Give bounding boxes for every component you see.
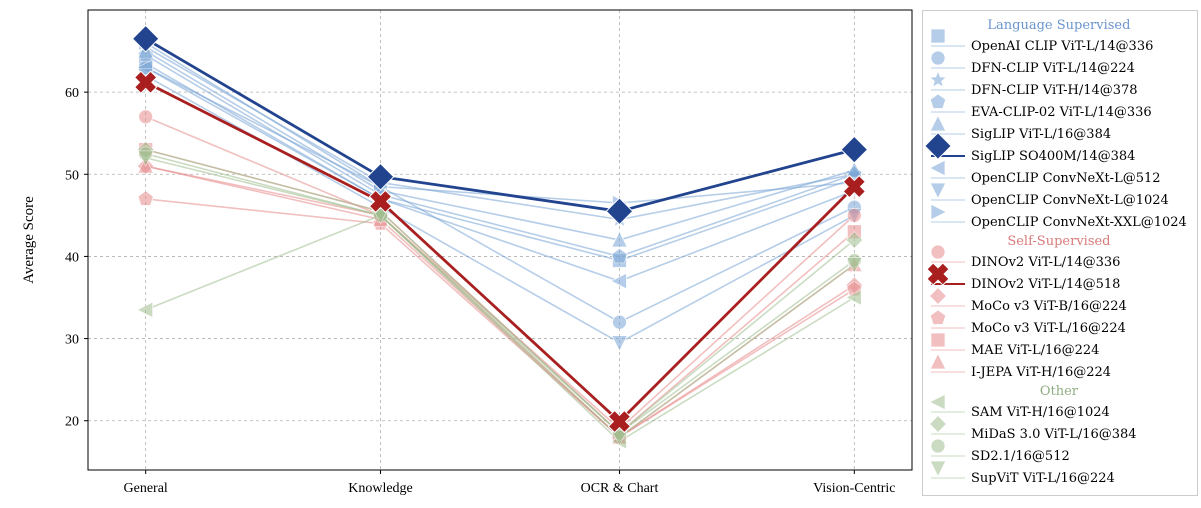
legend-label: OpenCLIP ConvNeXt-L@512	[971, 172, 1161, 185]
legend-item: DFN-CLIP ViT-L/14@224	[931, 57, 1187, 79]
legend-label: SAM ViT-H/16@1024	[971, 406, 1110, 419]
legend-item: OpenCLIP ConvNeXt-L@512	[931, 167, 1187, 189]
legend-item: I-JEPA ViT-H/16@224	[931, 361, 1187, 383]
legend-swatch	[931, 149, 965, 163]
legend-swatch	[931, 215, 965, 229]
legend-item: MiDaS 3.0 ViT-L/16@384	[931, 423, 1187, 445]
legend-label: MiDaS 3.0 ViT-L/16@384	[971, 428, 1137, 441]
legend-label: SigLIP SO400M/14@384	[971, 150, 1135, 163]
legend-item: DFN-CLIP ViT-H/14@378	[931, 79, 1187, 101]
legend: Language Supervised OpenAI CLIP ViT-L/14@…	[922, 10, 1198, 496]
svg-text:Vision-Centric: Vision-Centric	[813, 481, 895, 496]
legend-item: MAE ViT-L/16@224	[931, 339, 1187, 361]
legend-item: EVA-CLIP-02 ViT-L/14@336	[931, 101, 1187, 123]
legend-item: MoCo v3 ViT-B/16@224	[931, 295, 1187, 317]
legend-label: OpenCLIP ConvNeXt-XXL@1024	[971, 216, 1187, 229]
svg-text:Average Score: Average Score	[21, 196, 37, 284]
legend-label: DINOv2 ViT-L/14@336	[971, 256, 1120, 269]
legend-item: SAM ViT-H/16@1024	[931, 401, 1187, 423]
svg-text:30: 30	[65, 333, 79, 348]
svg-text:60: 60	[65, 86, 79, 101]
legend-item: DINOv2 ViT-L/14@336	[931, 251, 1187, 273]
legend-swatch	[931, 471, 965, 485]
legend-item: OpenCLIP ConvNeXt-L@1024	[931, 189, 1187, 211]
legend-item: OpenCLIP ConvNeXt-XXL@1024	[931, 211, 1187, 233]
svg-text:20: 20	[65, 415, 79, 430]
legend-item: SupViT ViT-L/16@224	[931, 467, 1187, 489]
chart-container: 20 30 40 50 60 General Knowledge OCR & Chart Vis…	[0, 0, 1201, 508]
legend-label: OpenCLIP ConvNeXt-L@1024	[971, 194, 1169, 207]
legend-swatch	[931, 105, 965, 119]
legend-swatch	[931, 193, 965, 207]
svg-text:50: 50	[65, 168, 79, 183]
legend-label: SD2.1/16@512	[971, 450, 1070, 463]
legend-label: DFN-CLIP ViT-H/14@378	[971, 84, 1138, 97]
legend-label: DFN-CLIP ViT-L/14@224	[971, 62, 1135, 75]
legend-label: MAE ViT-L/16@224	[971, 344, 1099, 357]
legend-group-header: Other	[931, 385, 1187, 398]
legend-label: SigLIP ViT-L/16@384	[971, 128, 1111, 141]
legend-label: MoCo v3 ViT-L/16@224	[971, 322, 1126, 335]
legend-item: OpenAI CLIP ViT-L/14@336	[931, 35, 1187, 57]
legend-item: SigLIP SO400M/14@384	[931, 145, 1187, 167]
legend-swatch	[931, 343, 965, 357]
svg-text:Knowledge: Knowledge	[348, 481, 413, 496]
legend-group-header: Language Supervised	[931, 19, 1187, 32]
legend-swatch	[931, 365, 965, 379]
legend-item: SD2.1/16@512	[931, 445, 1187, 467]
legend-label: SupViT ViT-L/16@224	[971, 472, 1115, 485]
legend-item: MoCo v3 ViT-L/16@224	[931, 317, 1187, 339]
legend-item: DINOv2 ViT-L/14@518	[931, 273, 1187, 295]
svg-text:OCR & Chart: OCR & Chart	[581, 481, 659, 496]
legend-swatch	[931, 405, 965, 419]
legend-swatch	[931, 277, 965, 291]
legend-group-header: Self-Supervised	[931, 235, 1187, 248]
legend-item: SigLIP ViT-L/16@384	[931, 123, 1187, 145]
legend-label: DINOv2 ViT-L/14@518	[971, 278, 1120, 291]
legend-label: I-JEPA ViT-H/16@224	[971, 366, 1111, 379]
legend-swatch	[931, 61, 965, 75]
legend-label: EVA-CLIP-02 ViT-L/14@336	[971, 106, 1152, 119]
legend-label: MoCo v3 ViT-B/16@224	[971, 300, 1127, 313]
svg-text:40: 40	[65, 250, 79, 265]
svg-text:General: General	[124, 481, 168, 496]
legend-label: OpenAI CLIP ViT-L/14@336	[971, 40, 1153, 53]
